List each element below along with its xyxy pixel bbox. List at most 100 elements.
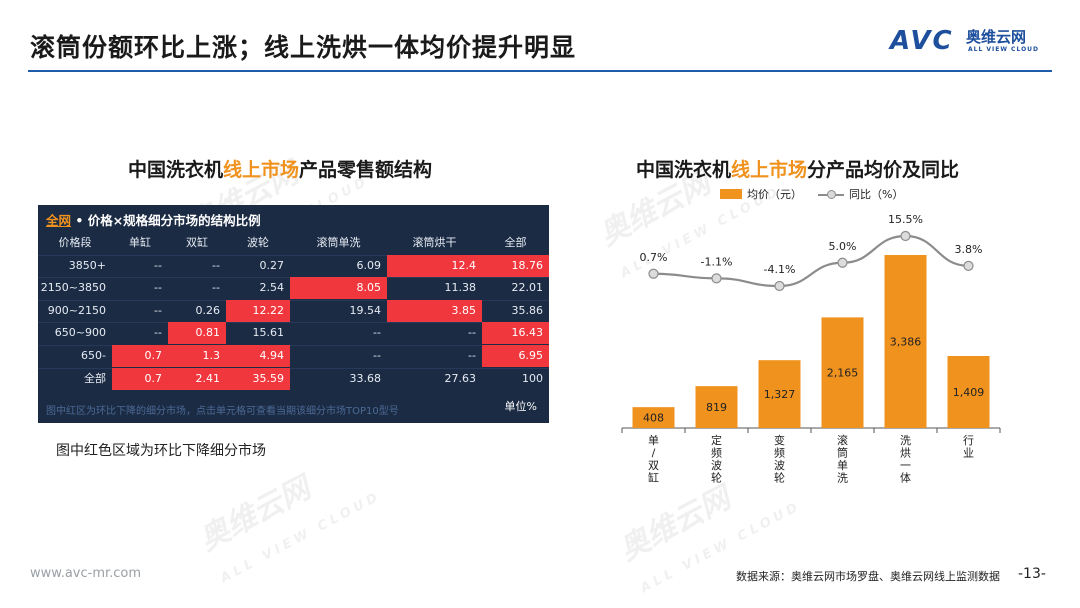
table-header-cell: 价格段 <box>58 236 92 249</box>
table-cell[interactable]: 0.81 <box>168 322 226 345</box>
table-row <box>38 254 549 277</box>
table-cell[interactable]: 22.01 <box>511 281 544 295</box>
table-cell[interactable]: -- <box>154 326 162 340</box>
line-value-label: 5.0% <box>829 240 857 253</box>
x-tick-label: 滚筒单洗 <box>837 433 848 485</box>
table-row-label: 650- <box>81 349 106 362</box>
table-header-cell: 滚筒烘干 <box>412 236 457 249</box>
bar[interactable] <box>695 386 738 428</box>
logo-avc-text: AVC <box>890 26 954 56</box>
table-cell[interactable]: -- <box>468 326 476 340</box>
bar[interactable] <box>884 255 927 428</box>
table-cell[interactable]: -- <box>373 326 381 340</box>
line-point[interactable] <box>963 260 974 271</box>
table-cell[interactable]: -- <box>373 349 381 362</box>
table-cell[interactable]: 8.05 <box>290 277 387 300</box>
table-title: 中国洗衣机线上市场产品零售额结构 <box>128 159 433 181</box>
table-row <box>38 299 549 322</box>
table-cell[interactable]: 11.38 <box>444 281 477 295</box>
table-cell[interactable]: 27.63 <box>444 371 477 385</box>
table-cell[interactable]: 2.54 <box>259 281 285 295</box>
table-cell[interactable]: 33.68 <box>349 371 382 385</box>
table-cell[interactable]: 2.41 <box>168 367 226 390</box>
table-cell[interactable]: -- <box>154 258 162 272</box>
logo-cn-text: 奥维云网 <box>966 28 1027 46</box>
table-cell[interactable]: 12.4 <box>387 254 482 277</box>
table-cell[interactable]: -- <box>468 349 476 362</box>
panel-tag[interactable]: 全网 <box>46 213 72 228</box>
table-cell[interactable]: 18.76 <box>482 254 549 277</box>
slide-title: 滚筒份额环比上涨；线上洗烘一体均价提升明显 <box>30 33 577 62</box>
table-header-cell: 全部 <box>504 236 527 249</box>
table-header-cell: 单缸 <box>129 236 151 249</box>
table-row-label: 3850+ <box>68 258 106 272</box>
table-cell[interactable]: 3.85 <box>387 299 482 322</box>
table-row-label: 2150~3850 <box>40 281 106 295</box>
table-cell[interactable]: 100 <box>522 371 543 385</box>
legend-bar: 均价（元） <box>720 186 802 202</box>
table-cell[interactable]: -- <box>212 281 220 295</box>
line-point[interactable] <box>711 273 722 284</box>
table-cell[interactable]: -- <box>154 281 162 295</box>
line-value-label: -4.1% <box>764 263 796 276</box>
line-value-label: 3.8% <box>955 243 983 256</box>
table-cell[interactable]: 15.61 <box>252 326 285 340</box>
table-header-cell: 双缸 <box>186 236 208 249</box>
table-cell[interactable]: 16.43 <box>482 322 549 345</box>
legend-bar-label: 均价（元） <box>747 188 802 201</box>
chart-title: 中国洗衣机线上市场分产品均价及同比 <box>636 159 960 181</box>
line-point[interactable] <box>837 257 848 268</box>
table-cell[interactable]: 35.59 <box>226 367 290 390</box>
table-note: 图中红色区域为环比下降细分市场 <box>56 443 266 459</box>
line-value-label: 0.7% <box>640 251 668 264</box>
table-cell[interactable]: 0.7 <box>112 345 168 367</box>
footer-url[interactable]: www.avc-mr.com <box>30 566 142 581</box>
x-tick-label: 变频波轮 <box>774 433 785 485</box>
bar-value-label: 408 <box>643 412 664 425</box>
panel-unit: 单位% <box>504 400 537 413</box>
bar[interactable] <box>758 360 801 428</box>
line-value-label: 15.5% <box>888 213 923 226</box>
table-row-label: 900~2150 <box>47 303 106 317</box>
table-cell[interactable]: 1.3 <box>168 345 226 367</box>
legend-line: 同比（%） <box>818 186 903 202</box>
table-cell[interactable]: 6.09 <box>356 258 382 272</box>
avc-logo: AVC 奥维云网 ALL VIEW CLOUD <box>890 26 1060 62</box>
page-number: -13- <box>1018 566 1046 582</box>
x-tick-label: 定频波轮 <box>711 433 722 485</box>
table-cell[interactable]: -- <box>212 258 220 272</box>
table-header-cell: 滚筒单洗 <box>316 236 361 249</box>
table-row-label: 全部 <box>84 371 106 385</box>
x-tick-label: 单/双缸 <box>648 434 659 485</box>
table-cell[interactable]: 19.54 <box>349 303 382 317</box>
line-point[interactable] <box>648 268 659 279</box>
legend-bar-swatch <box>720 189 742 199</box>
bar[interactable] <box>632 407 675 428</box>
table-cell[interactable]: 35.86 <box>511 303 544 317</box>
bar-value-label: 3,386 <box>890 336 922 349</box>
bar[interactable] <box>947 356 990 428</box>
legend-line-swatch <box>818 189 844 199</box>
table-row <box>38 367 549 390</box>
panel-header: 全网 • 价格×规格细分市场的结构比例 <box>46 213 261 228</box>
legend-line-label: 同比（%） <box>849 188 904 201</box>
line-point[interactable] <box>900 230 911 242</box>
table-row <box>38 322 549 344</box>
table-cell[interactable]: 0.26 <box>195 303 221 317</box>
table-cell[interactable]: 0.7 <box>112 367 168 390</box>
table-row <box>38 345 549 367</box>
bar-value-label: 1,327 <box>764 388 796 401</box>
bar-value-label: 1,409 <box>953 386 985 399</box>
x-tick-label: 洗烘一体 <box>900 434 911 485</box>
table-cell[interactable]: 12.22 <box>226 299 290 322</box>
line-point[interactable] <box>774 280 785 292</box>
table-cell[interactable]: -- <box>154 303 162 317</box>
bar[interactable] <box>821 317 864 428</box>
title-rule <box>28 70 1052 72</box>
table-cell[interactable]: 4.94 <box>226 345 290 367</box>
footer-source: 数据来源：奥维云网市场罗盘、奥维云网线上监测数据 <box>736 570 1000 583</box>
table-cell[interactable]: 0.27 <box>259 258 285 272</box>
table-cell[interactable]: 6.95 <box>482 345 549 367</box>
table-row-label: 650~900 <box>54 326 106 340</box>
